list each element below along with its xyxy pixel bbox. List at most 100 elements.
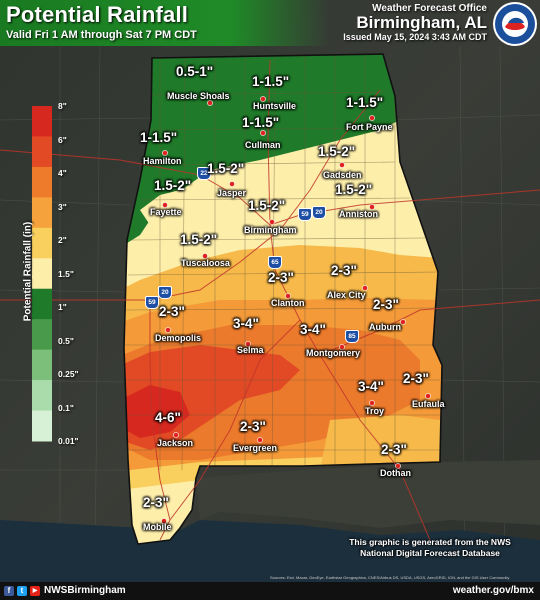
amount-label: 3-4" xyxy=(300,322,326,337)
header: Potential Rainfall Valid Fri 1 AM throug… xyxy=(0,0,540,46)
city-label: Evergreen xyxy=(233,443,278,453)
city-label: Auburn xyxy=(369,322,401,332)
city-label: Selma xyxy=(237,345,264,355)
gulf-water xyxy=(0,520,540,600)
highway-shield-20: 20 xyxy=(312,206,326,219)
legend-tick-label: 4" xyxy=(58,168,67,178)
legend-swatch xyxy=(32,227,52,259)
amount-label: 1.5-2" xyxy=(154,178,192,193)
amount-label: 2-3" xyxy=(403,371,429,386)
legend-tick-label: 1" xyxy=(58,302,67,312)
city-label: Fayette xyxy=(150,207,182,217)
city-label: Demopolis xyxy=(155,333,202,343)
legend-swatch xyxy=(32,319,52,351)
city-label: Tuscaloosa xyxy=(181,258,230,268)
city-label: Muscle Shoals xyxy=(167,91,230,101)
legend-swatch xyxy=(32,258,52,290)
legend-tick-label: 0.25" xyxy=(58,369,79,379)
footer: f t ▶ NWSBirmingham weather.gov/bmx xyxy=(0,582,540,600)
city-label: Mobile xyxy=(143,522,172,532)
legend-swatch xyxy=(32,106,52,137)
amount-label: 3-4" xyxy=(233,316,259,331)
city-label: Fort Payne xyxy=(346,122,393,132)
legend-swatch xyxy=(32,197,52,229)
city-label: Huntsville xyxy=(253,101,297,111)
city-label: Jackson xyxy=(157,438,194,448)
twitter-icon[interactable]: t xyxy=(17,586,27,596)
map-credits: Sources: Esri, Maxar, GeoEye, Earthstar … xyxy=(270,575,510,580)
youtube-icon[interactable]: ▶ xyxy=(30,586,40,596)
legend-swatch xyxy=(32,380,52,412)
amount-label: 1-1.5" xyxy=(242,115,280,130)
valid-period: Valid Fri 1 AM through Sat 7 PM CDT xyxy=(6,29,197,41)
city-label: Birmingham xyxy=(244,225,297,235)
legend-tick-label: 1.5" xyxy=(58,268,74,279)
amount-label: 0.5-1" xyxy=(176,64,214,79)
legend-swatch xyxy=(32,410,52,442)
legend-swatch xyxy=(32,166,52,198)
office-label: Weather Forecast Office xyxy=(372,3,487,14)
amount-label: 1.5-2" xyxy=(207,161,245,176)
office-name: Birmingham, AL xyxy=(356,13,487,32)
highway-shield-59: 59 xyxy=(298,208,312,221)
amount-label: 2-3" xyxy=(373,297,399,312)
neighbor-county-lines xyxy=(0,45,540,581)
amount-label: 3-4" xyxy=(358,379,384,394)
city-label: Cullman xyxy=(245,140,281,150)
amount-label: 1.5-2" xyxy=(335,182,373,197)
county-lines xyxy=(124,54,440,471)
city-label: Eufaula xyxy=(412,399,445,409)
amount-label: 2-3" xyxy=(381,442,407,457)
amount-label: 2-3" xyxy=(143,495,169,510)
amount-label: 1.5-2" xyxy=(248,198,286,213)
city-label: Anniston xyxy=(339,209,378,219)
legend-tick-label: 3" xyxy=(58,201,67,212)
highway-shield-20: 20 xyxy=(158,286,172,299)
legend-tick-label: 8" xyxy=(58,101,67,111)
amount-label: 2-3" xyxy=(268,270,294,285)
highway-shield-85: 85 xyxy=(345,330,359,343)
nws-logo xyxy=(493,2,537,46)
city-label: Jasper xyxy=(217,188,247,198)
zone-southeast xyxy=(320,415,440,470)
legend-tick-label: 0.01" xyxy=(58,436,79,446)
alabama-border xyxy=(123,53,443,545)
amount-label: 2-3" xyxy=(159,304,185,319)
amount-label: 1-1.5" xyxy=(140,130,178,145)
amount-label: 1-1.5" xyxy=(346,95,384,110)
legend-tick-label: 0.5" xyxy=(58,335,74,346)
legend-swatch xyxy=(32,136,52,168)
amount-label: 2-3" xyxy=(240,419,266,434)
city-label: Clanton xyxy=(271,298,305,308)
note-line-1: This graphic is generated from the NWS xyxy=(349,537,511,547)
highway-shield-65: 65 xyxy=(268,256,282,269)
social-handle[interactable]: NWSBirmingham xyxy=(44,585,126,596)
legend-tick-label: 2" xyxy=(58,235,67,245)
city-label: Troy xyxy=(365,406,385,416)
amount-label: 1-1.5" xyxy=(252,74,290,89)
header-banner xyxy=(0,0,330,46)
zone-4-6-core xyxy=(124,385,190,438)
city-label: Gadsden xyxy=(323,170,362,180)
facebook-icon[interactable]: f xyxy=(4,586,14,596)
city-label: Hamilton xyxy=(143,156,182,166)
legend: Potential Rainfall (in) 8" 6" 4" 3" 2" 1.5" 1"… xyxy=(12,101,84,446)
highway-shield-59: 59 xyxy=(145,296,159,309)
legend-swatch xyxy=(32,288,52,320)
highway-shield-22: 22 xyxy=(197,167,211,180)
legend-colorbar xyxy=(32,106,52,442)
website-link[interactable]: weather.gov/bmx xyxy=(452,585,534,596)
map-title: Potential Rainfall xyxy=(6,2,189,27)
florida-coast xyxy=(196,460,540,528)
amount-label: 1.5-2" xyxy=(180,232,218,247)
city-label: Montgomery xyxy=(306,348,360,358)
legend-swatch xyxy=(32,349,52,381)
legend-title: Potential Rainfall (in) xyxy=(22,221,34,322)
amount-label: 2-3" xyxy=(331,263,357,278)
note-line-2: National Digital Forecast Database xyxy=(360,548,500,558)
legend-tick-label: 0.1" xyxy=(58,402,74,413)
city-label: Dothan xyxy=(380,468,411,478)
city-dots xyxy=(161,96,431,524)
